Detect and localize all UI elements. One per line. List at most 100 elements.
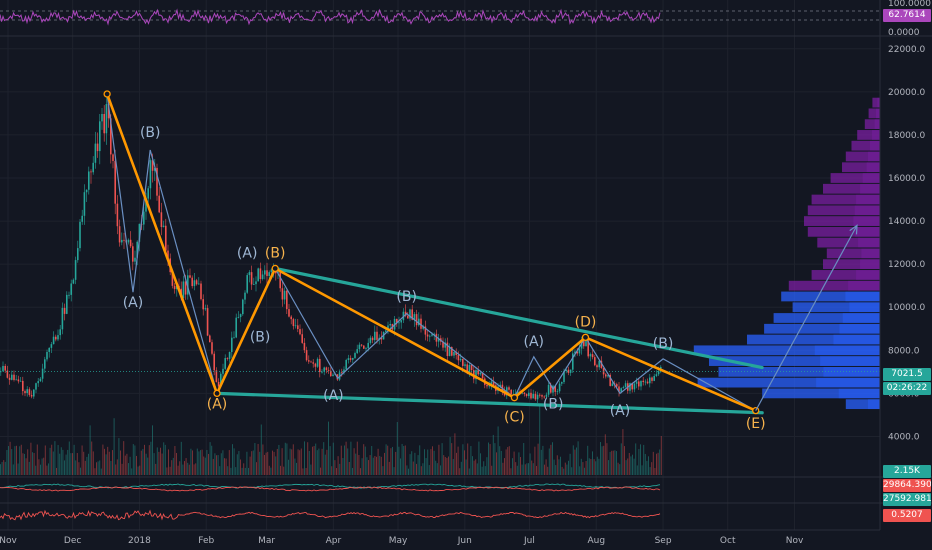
volume-profile-bar-inner bbox=[876, 108, 880, 119]
candle-body bbox=[477, 370, 479, 375]
candle-body bbox=[8, 377, 11, 380]
volume-bar bbox=[315, 443, 317, 475]
candle-body bbox=[228, 352, 231, 359]
volume-bar bbox=[625, 460, 627, 475]
volume-bar bbox=[492, 434, 494, 475]
volume-bar bbox=[328, 421, 329, 475]
wave-label: (A) bbox=[207, 396, 228, 412]
volume-bar bbox=[8, 446, 9, 475]
volume-bar bbox=[532, 463, 534, 475]
volume-bar bbox=[331, 466, 333, 475]
candle-body bbox=[459, 358, 462, 361]
volume-bar bbox=[459, 468, 461, 475]
candle-body bbox=[609, 375, 611, 386]
candle-body bbox=[624, 383, 627, 388]
volume-bar bbox=[523, 443, 525, 475]
candle-body bbox=[596, 365, 598, 368]
volume-bar bbox=[176, 452, 177, 475]
x-tick-label: Oct bbox=[720, 536, 736, 546]
candle-body bbox=[653, 375, 655, 381]
candle-body bbox=[448, 347, 451, 356]
volume-bar bbox=[0, 464, 1, 475]
volume-profile-bar-inner bbox=[816, 377, 880, 388]
volume-bar bbox=[417, 455, 419, 475]
volume-bar bbox=[484, 466, 486, 475]
volume-profile-bar-inner bbox=[868, 151, 880, 162]
wave-label: (B) bbox=[140, 125, 161, 141]
volume-bar bbox=[499, 446, 501, 475]
volume-profile bbox=[693, 97, 880, 410]
candle-body bbox=[198, 283, 200, 285]
x-tick-label: Sep bbox=[655, 536, 672, 546]
candle-body bbox=[413, 314, 416, 320]
volume-bar bbox=[428, 465, 430, 475]
volume-bar bbox=[632, 454, 633, 475]
candle-body bbox=[147, 188, 149, 199]
volume-profile-bar-inner bbox=[877, 97, 880, 108]
candle-body bbox=[17, 379, 20, 382]
candle-body bbox=[554, 385, 556, 392]
volume-bar bbox=[608, 460, 609, 475]
volume-bar bbox=[416, 463, 417, 475]
volume-profile-bar bbox=[788, 280, 880, 291]
volume-bar bbox=[190, 448, 192, 475]
candle-body bbox=[134, 257, 136, 262]
candle-body bbox=[237, 317, 240, 318]
wave-label: (A) bbox=[524, 334, 545, 350]
candle-body bbox=[426, 334, 429, 337]
volume-bar bbox=[446, 457, 448, 475]
volume-bar bbox=[584, 467, 585, 475]
volume-bar bbox=[217, 455, 219, 475]
volume-bar bbox=[457, 446, 459, 475]
indicator-panes bbox=[0, 476, 932, 521]
volume-bar bbox=[505, 449, 507, 475]
candle-body bbox=[215, 370, 218, 382]
volume-profile-bar-inner bbox=[823, 366, 880, 377]
candle-body bbox=[576, 351, 578, 354]
volume-bar bbox=[220, 453, 222, 475]
volume-bar bbox=[601, 446, 603, 475]
volume-bar bbox=[588, 458, 590, 475]
candle-body bbox=[521, 392, 523, 394]
x-tick-label: Apr bbox=[326, 536, 342, 546]
candle-body bbox=[193, 280, 196, 287]
candle-body bbox=[528, 392, 530, 396]
volume-bar bbox=[11, 449, 13, 475]
candle-body bbox=[22, 380, 24, 392]
candle-body bbox=[345, 359, 347, 370]
volume-bar bbox=[478, 441, 480, 475]
candle-body bbox=[123, 239, 125, 241]
volume-profile-bar-inner bbox=[860, 183, 880, 194]
candle-body bbox=[605, 374, 607, 377]
volume-bar bbox=[59, 453, 61, 475]
candle-body bbox=[638, 381, 640, 387]
volume-bar bbox=[91, 441, 93, 475]
volume-bar bbox=[24, 453, 25, 475]
volume-profile-bar bbox=[851, 140, 880, 151]
volume-bar bbox=[566, 464, 568, 475]
candle-body bbox=[371, 337, 374, 341]
candle-body bbox=[642, 380, 644, 383]
volume-bar bbox=[25, 458, 27, 475]
candle-body bbox=[220, 373, 222, 387]
volume-bar bbox=[180, 441, 182, 475]
volume-bar bbox=[497, 426, 499, 475]
volume-bar bbox=[206, 450, 208, 475]
volume-bar bbox=[643, 444, 645, 475]
candle-body bbox=[572, 353, 574, 370]
volume-bar bbox=[179, 461, 181, 475]
candle-body bbox=[26, 389, 28, 394]
y-tick-label: 18000.0 bbox=[888, 131, 925, 141]
volume-bar bbox=[510, 468, 512, 475]
candle-body bbox=[235, 317, 237, 338]
volume-bar bbox=[616, 451, 617, 475]
candle-body bbox=[354, 353, 356, 358]
candle-body bbox=[312, 362, 314, 364]
volume-profile-bar-inner bbox=[842, 313, 880, 323]
volume-bar bbox=[241, 467, 243, 475]
volume-bar bbox=[240, 459, 241, 475]
candle-body bbox=[63, 307, 66, 314]
candle-body bbox=[567, 369, 570, 373]
candle-body bbox=[299, 329, 301, 335]
